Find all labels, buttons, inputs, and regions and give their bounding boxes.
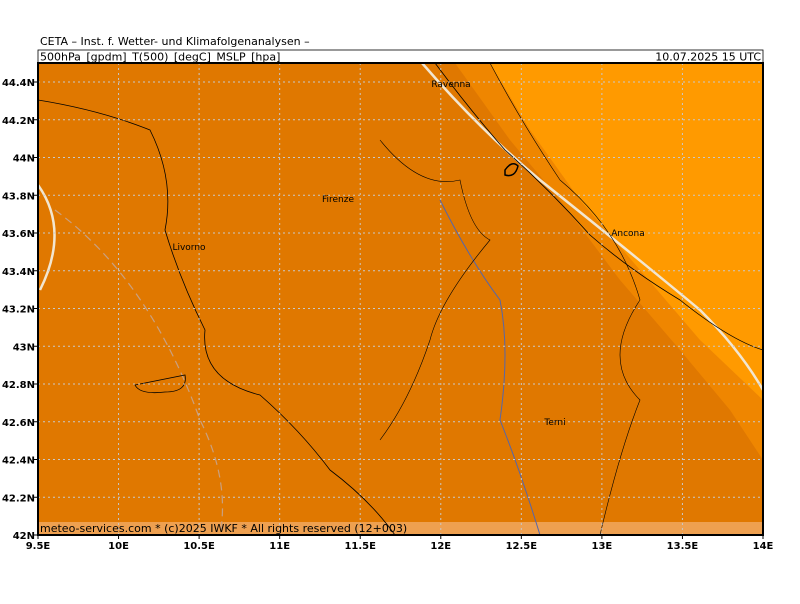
lat-tick-label: 42.6N <box>2 418 35 429</box>
lat-tick-label: 44N <box>13 154 35 165</box>
border <box>489 63 641 535</box>
footer-copyright: meteo-services.com * (c)2025 IWKF * All … <box>40 522 407 535</box>
lon-tick-label: 10.5E <box>183 541 215 552</box>
border <box>379 139 491 441</box>
isotherm <box>54 209 224 535</box>
lat-tick-label: 43.4N <box>2 267 35 278</box>
lat-tick-label: 42.8N <box>2 380 35 391</box>
lon-tick-label: 14E <box>753 541 774 552</box>
lon-tick-label: 13E <box>592 541 613 552</box>
lon-tick-label: 12.5E <box>506 541 538 552</box>
isobar <box>421 63 763 391</box>
coastline <box>434 63 763 351</box>
lat-tick-label: 42.2N <box>2 493 35 504</box>
lon-tick-label: 11.5E <box>344 541 376 552</box>
lon-tick-label: 12E <box>430 541 451 552</box>
city-label: Terni <box>543 418 565 428</box>
header-valid-time: 10.07.2025 15 UTC <box>655 51 761 64</box>
lat-tick-label: 44.4N <box>2 78 35 89</box>
lat-tick-label: 43.6N <box>2 229 35 240</box>
city-label: Livorno <box>172 243 206 253</box>
enclave <box>504 163 519 177</box>
warm-region <box>490 63 763 400</box>
map-frame <box>37 62 764 536</box>
isobar <box>38 184 56 291</box>
header-title: CETA – Inst. f. Wetter- und Klimafolgena… <box>40 35 310 48</box>
island <box>134 374 186 394</box>
lat-tick-label: 43.2N <box>2 305 35 316</box>
lat-tick-label: 42N <box>13 531 35 542</box>
lat-tick-label: 43N <box>13 342 35 353</box>
city-label: Ancona <box>611 229 645 239</box>
city-label: Firenze <box>322 195 354 205</box>
lat-tick-label: 44.2N <box>2 116 35 127</box>
footer-strip <box>38 522 763 535</box>
lon-tick-label: 9.5E <box>26 541 51 552</box>
lat-tick-label: 43.8N <box>2 191 35 202</box>
city-label: Ravenna <box>431 80 470 90</box>
lon-tick-label: 10E <box>108 541 129 552</box>
map-fields <box>38 63 763 535</box>
coastline <box>38 99 396 535</box>
lon-tick-label: 13.5E <box>667 541 699 552</box>
lat-tick-label: 42.4N <box>2 456 35 467</box>
header-parameters: 500hPa_[gpdm]_T(500)_[degC]_MSLP_[hpa] <box>40 51 280 64</box>
river <box>439 199 541 535</box>
lon-tick-label: 11E <box>269 541 290 552</box>
